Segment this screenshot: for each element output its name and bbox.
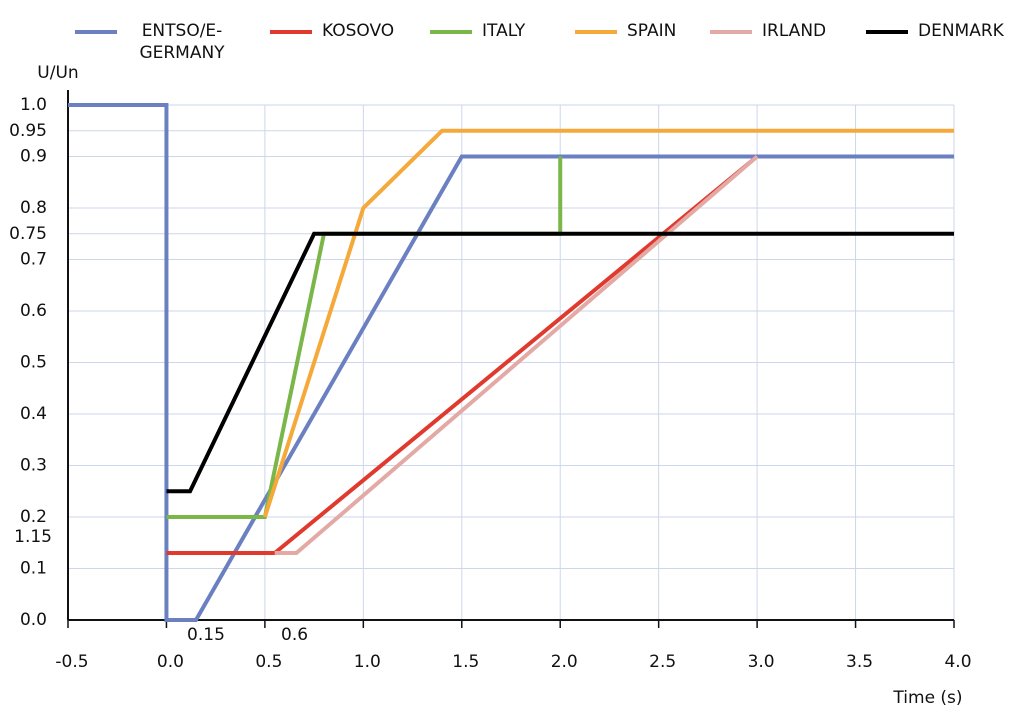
y-tick-label: 0.0 [20, 610, 47, 630]
annotation: 1.15 [14, 527, 52, 547]
legend-label: ENTSO/E-GERMANY [139, 21, 225, 63]
x-axis-label: Time (s) [892, 688, 962, 708]
legend-label: KOSOVO [322, 21, 395, 41]
legend-swatch [575, 30, 617, 34]
series-line [274, 154, 759, 556]
x-tick-label: 1.0 [354, 652, 381, 672]
series-line [166, 231, 954, 494]
legend-item: ITALY [430, 20, 525, 42]
y-tick-label: 0.1 [20, 559, 47, 579]
y-axis-label: U/Un [37, 63, 78, 83]
x-tick-label: 0.0 [157, 652, 184, 672]
x-tick-label: 1.5 [452, 652, 479, 672]
legend-item: KOSOVO [270, 20, 394, 42]
annotation: 0.15 [187, 625, 225, 645]
legend-item: IRLAND [710, 20, 826, 42]
legend-swatch [430, 30, 472, 34]
legend-swatch [866, 30, 908, 34]
y-tick-label: 0.5 [20, 353, 47, 373]
legend-label: SPAIN [627, 21, 677, 41]
y-tick-label: 0.75 [9, 224, 47, 244]
x-tick-label: 3.0 [748, 652, 775, 672]
y-tick-label: 0.9 [20, 147, 47, 167]
legend-swatch [75, 30, 117, 34]
annotation: 0.6 [281, 625, 308, 645]
series-line [68, 103, 954, 622]
legend-item: ENTSO/E-GERMANY [75, 20, 237, 64]
legend-item: SPAIN [575, 20, 676, 42]
x-tick-label: 0.5 [255, 652, 282, 672]
y-tick-label: 0.95 [9, 121, 47, 141]
y-tick-label: 0.6 [20, 301, 47, 321]
grid [67, 104, 955, 621]
x-tick-label: -0.5 [55, 652, 88, 672]
x-tick-label: 2.0 [551, 652, 578, 672]
legend: ENTSO/E-GERMANY KOSOVO ITALY SPAIN IRLAND DEN… [0, 0, 1024, 63]
y-tick-label: 0.8 [20, 198, 47, 218]
legend-label: IRLAND [762, 21, 827, 41]
y-tick-label: 0.4 [20, 404, 47, 424]
legend-item: DENMARK [866, 20, 1004, 42]
legend-label: DENMARK [918, 21, 1004, 41]
y-tick-label: 1.0 [20, 95, 47, 115]
legend-swatch [710, 30, 752, 34]
x-tick-label: 4.0 [944, 652, 971, 672]
legend-swatch [270, 30, 312, 34]
y-tick-label: 0.2 [20, 507, 47, 527]
legend-label: ITALY [482, 21, 526, 41]
x-tick-label: 3.5 [846, 652, 873, 672]
series-line [262, 128, 954, 518]
y-tick-label: 0.7 [20, 250, 47, 270]
x-tick-label: 2.5 [649, 652, 676, 672]
y-tick-label: 0.3 [20, 456, 47, 476]
